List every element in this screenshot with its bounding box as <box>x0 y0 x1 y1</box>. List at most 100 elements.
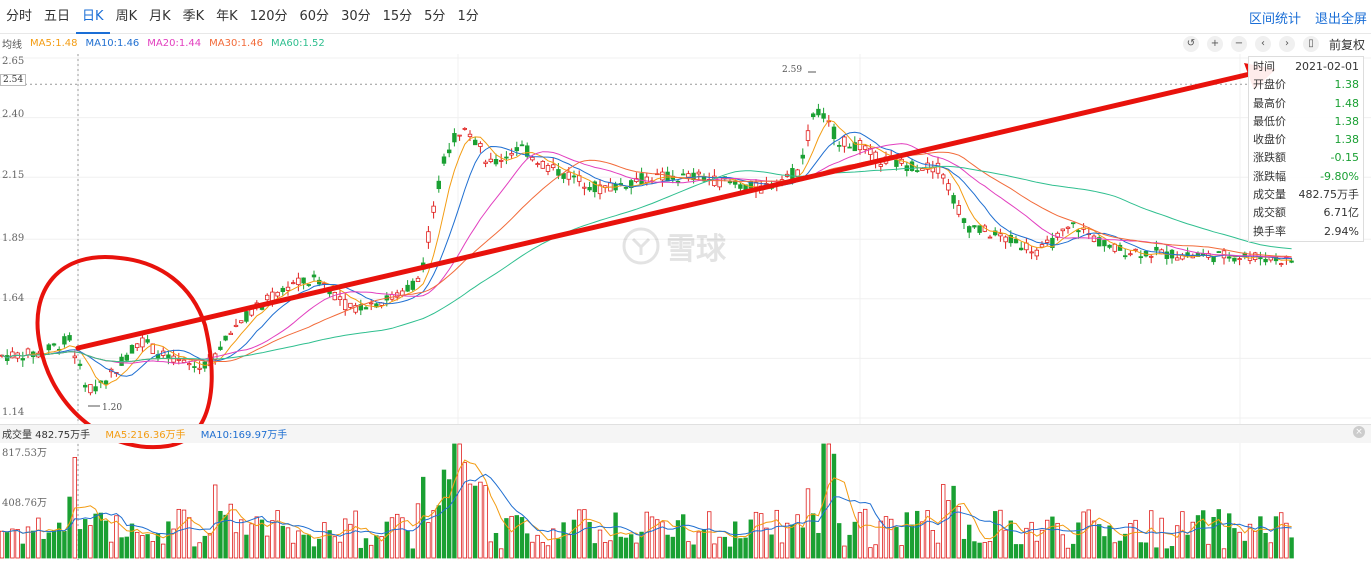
candle-body <box>582 186 587 189</box>
volume-bar <box>415 503 421 559</box>
volume-bar <box>842 545 847 559</box>
zoom-in-icon[interactable]: + <box>1206 36 1223 52</box>
volume-bar <box>603 542 608 559</box>
volume-bar <box>592 543 597 559</box>
exit-fullscreen-link[interactable]: 退出全屏 <box>1314 11 1367 27</box>
volume-bar <box>218 510 223 559</box>
volume-bar <box>202 535 207 559</box>
tab-period[interactable]: 季K <box>182 9 205 24</box>
volume-bar <box>1258 516 1263 559</box>
ma30-line <box>1 151 1292 363</box>
candle-body <box>67 335 72 341</box>
volume-bar <box>98 512 103 559</box>
candle-body <box>551 164 556 169</box>
bookmark-icon[interactable]: ▯ <box>1302 36 1319 52</box>
candle-body <box>264 294 270 301</box>
volume-bar <box>1216 509 1221 559</box>
tab-period[interactable]: 年K <box>216 9 238 24</box>
candle-body <box>748 181 753 189</box>
volume-bar <box>1143 542 1149 559</box>
candle-body <box>72 355 77 359</box>
volume-ma5: MA5:216.36万手 <box>105 430 186 441</box>
ma-legend: 均线 MA5:1.48 MA10:1.46 MA20:1.44 MA30:1.46 MA6… <box>2 35 333 51</box>
tab-period[interactable]: 30分 <box>341 9 371 24</box>
volume-bar <box>946 500 951 559</box>
volume-bar <box>311 546 317 559</box>
candle-body <box>816 108 821 116</box>
volume-bar <box>811 513 816 559</box>
candle-body <box>857 140 863 151</box>
tab-period[interactable]: 五日 <box>44 9 71 24</box>
tab-period[interactable]: 120分 <box>249 9 288 24</box>
candle-body <box>514 147 519 152</box>
volume-bar <box>1268 542 1273 559</box>
tab-period[interactable]: 周K <box>115 9 138 24</box>
info-row: 收盘价 1.38 <box>1253 131 1359 149</box>
volume-bar <box>478 481 483 559</box>
candle-body <box>915 170 920 172</box>
tab-period[interactable]: 日K <box>76 0 110 34</box>
volume-bar <box>192 546 197 559</box>
volume-bar <box>1263 532 1268 559</box>
volume-bar <box>212 484 218 559</box>
candle-body <box>842 136 847 147</box>
volume-bar <box>967 524 972 559</box>
tab-period[interactable]: 5分 <box>424 9 446 24</box>
volume-bar <box>384 521 389 559</box>
candle-body <box>1055 232 1060 238</box>
zoom-out-icon[interactable]: − <box>1230 36 1247 52</box>
candle-body <box>20 358 25 361</box>
tab-period[interactable]: 月K <box>149 9 171 24</box>
tab-period[interactable]: 分时 <box>6 9 33 24</box>
volume-bar <box>1133 519 1138 559</box>
volume-bar <box>348 523 353 559</box>
tab-period[interactable]: 15分 <box>382 9 413 24</box>
candle-body <box>800 154 805 159</box>
candle-body <box>811 113 816 118</box>
volume-bar <box>587 521 592 559</box>
price-tick: 2.40 <box>2 109 25 120</box>
price-adjust-select[interactable]: 前复权 <box>1328 37 1365 52</box>
candle-body <box>353 305 358 313</box>
undo-icon[interactable]: ↺ <box>1182 36 1199 52</box>
candle-body <box>509 152 514 156</box>
info-key: 最低价 <box>1253 114 1286 128</box>
candle-body <box>140 337 145 348</box>
info-row: 涨跌额 -0.15 <box>1253 149 1359 167</box>
prev-icon[interactable]: ‹ <box>1254 36 1271 52</box>
candle-body <box>696 171 701 175</box>
close-volume-icon[interactable]: × <box>1353 426 1365 438</box>
volume-bar <box>1050 516 1055 559</box>
candle-body <box>431 205 436 213</box>
candle-body <box>681 173 686 176</box>
volume-bar <box>426 522 431 559</box>
candle-body <box>488 158 493 162</box>
volume-bar <box>582 509 587 559</box>
price-tick: 1.64 <box>2 293 25 304</box>
candle-body <box>166 354 171 359</box>
tab-period[interactable]: 60分 <box>299 9 330 24</box>
volume-bar <box>1039 529 1045 559</box>
range-stats-link[interactable]: 区间统计 <box>1248 11 1301 27</box>
volume-bar <box>327 530 332 559</box>
volume-bar <box>238 519 244 559</box>
volume-bar <box>753 511 759 559</box>
volume-bar <box>930 530 935 559</box>
volume-bar <box>1055 522 1060 559</box>
volume-bar <box>374 535 379 559</box>
info-key: 时间 <box>1253 60 1275 73</box>
volume-bar <box>545 545 551 559</box>
candle-body <box>10 351 15 359</box>
info-row: 成交额 6.71亿 <box>1253 204 1359 222</box>
candle-body <box>228 332 233 335</box>
candle-body <box>134 343 140 348</box>
period-tabs: 分时 五日 日K 周K 月K 季K 年K 120分 60分 30分 15分 5分 1分 <box>0 0 485 34</box>
candle-body <box>1045 239 1050 243</box>
candle-body <box>1107 244 1112 248</box>
volume-bar <box>790 524 795 559</box>
tab-period[interactable]: 1分 <box>457 9 479 24</box>
volume-bar <box>109 541 114 559</box>
next-icon[interactable]: › <box>1278 36 1295 52</box>
volume-bar <box>342 518 348 559</box>
